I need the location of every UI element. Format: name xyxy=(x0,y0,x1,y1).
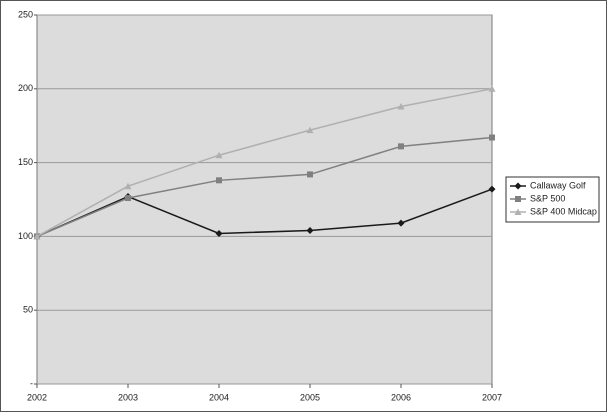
x-tick-label: 2005 xyxy=(300,392,320,402)
legend-label: Callaway Golf xyxy=(530,180,586,190)
x-tick-label: 2007 xyxy=(482,392,502,402)
y-tick-label: 200 xyxy=(18,83,33,93)
legend-marker xyxy=(515,196,521,202)
legend-marker xyxy=(514,208,522,215)
x-tick-label: 2004 xyxy=(209,392,229,402)
y-tick-label: 50 xyxy=(23,305,33,315)
data-point xyxy=(398,143,404,150)
x-tick-label: 2003 xyxy=(118,392,138,402)
x-tick-label: 2006 xyxy=(391,392,411,402)
series-line xyxy=(36,188,493,238)
data-point xyxy=(488,185,496,193)
plot-area xyxy=(36,14,493,385)
data-point xyxy=(306,226,314,234)
data-point xyxy=(397,219,405,227)
y-tick-label: - xyxy=(30,378,33,388)
legend-label: S&P 400 Midcap xyxy=(530,206,597,216)
series-line xyxy=(36,88,493,238)
data-point xyxy=(216,177,222,184)
series-line xyxy=(36,136,493,238)
data-point xyxy=(215,229,223,237)
x-tick-label: 2002 xyxy=(27,392,47,402)
legend-marker xyxy=(514,182,522,190)
y-tick-label: 150 xyxy=(18,157,33,167)
y-tick-label: 250 xyxy=(18,9,33,19)
data-point xyxy=(124,182,132,190)
data-point xyxy=(397,103,405,110)
data-point xyxy=(33,232,41,240)
y-tick-label: 100 xyxy=(18,231,33,241)
data-point xyxy=(489,134,495,141)
data-point xyxy=(307,171,313,178)
data-point xyxy=(125,195,131,202)
legend-label: S&P 500 xyxy=(530,193,565,203)
data-point xyxy=(215,151,223,159)
data-point xyxy=(306,126,314,134)
data-point xyxy=(488,85,496,92)
